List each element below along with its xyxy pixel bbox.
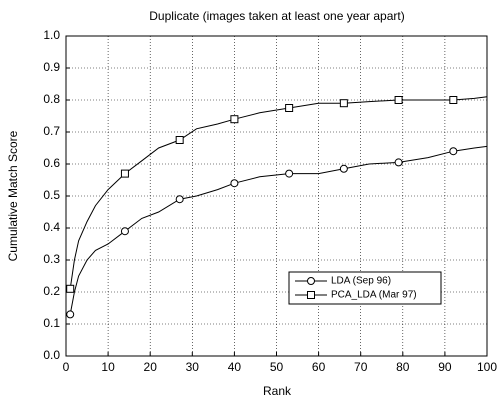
x-tick-label: 80 (396, 360, 410, 374)
marker (449, 96, 458, 104)
x-tick-label: 30 (186, 360, 200, 374)
y-tick-label: 0.0 (43, 348, 60, 362)
marker (120, 169, 129, 178)
legend-marker (307, 291, 315, 299)
x-tick-label: 70 (354, 360, 368, 374)
y-axis-label: Cumulative Match Score (6, 130, 20, 261)
y-tick-label: 1.0 (43, 28, 60, 42)
marker (339, 99, 348, 108)
y-tick-label: 0.6 (43, 156, 60, 170)
legend-marker (307, 277, 315, 285)
series-line (69, 96, 488, 289)
y-tick-label: 0.5 (43, 188, 60, 202)
chart-title: Duplicate (images taken at least one yea… (149, 9, 404, 23)
y-tick-label: 0.3 (43, 252, 60, 266)
y-tick-label: 0.9 (43, 60, 60, 74)
y-tick-label: 0.1 (43, 316, 60, 330)
marker (120, 227, 129, 236)
y-tick-label: 0.2 (43, 284, 60, 298)
x-tick-label: 10 (101, 360, 115, 374)
plot-frame (65, 35, 488, 357)
y-tick-label: 0.4 (43, 220, 60, 234)
legend-label: LDA (Sep 96) (331, 276, 391, 287)
x-tick-label: 0 (63, 360, 70, 374)
x-tick-label: 20 (144, 360, 158, 374)
series-line (69, 145, 488, 315)
x-tick-label: 100 (477, 360, 497, 374)
x-tick-label: 60 (312, 360, 326, 374)
y-tick-label: 0.8 (43, 92, 60, 106)
x-tick-label: 90 (438, 360, 452, 374)
marker (394, 158, 403, 167)
marker (230, 115, 239, 124)
marker (285, 169, 294, 178)
x-tick-label: 50 (270, 360, 284, 374)
x-axis-label: Rank (263, 384, 292, 398)
legend-label: PCA_LDA (Mar 97) (331, 290, 417, 301)
marker (66, 310, 75, 319)
x-tick-label: 40 (228, 360, 242, 374)
marker (175, 136, 184, 144)
marker (394, 96, 403, 104)
marker (175, 195, 184, 204)
y-tick-label: 0.7 (43, 124, 60, 138)
marker (230, 179, 239, 188)
marker (339, 164, 348, 173)
marker (66, 284, 75, 293)
marker (285, 104, 294, 112)
marker (449, 147, 458, 156)
